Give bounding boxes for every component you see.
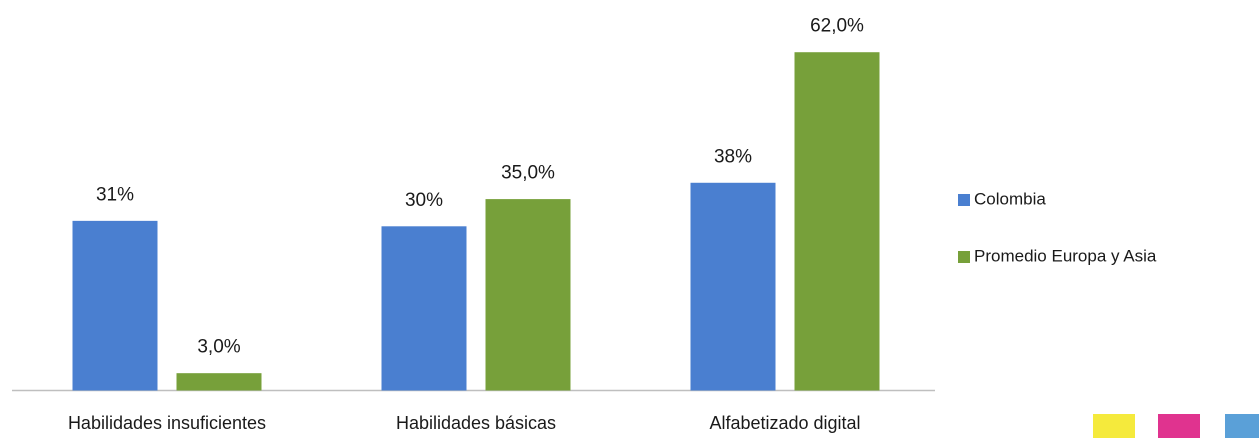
legend-swatch <box>958 251 970 263</box>
decor-icon <box>1225 414 1259 438</box>
value-label: 38% <box>714 146 752 167</box>
bar <box>176 373 262 391</box>
bar <box>485 199 571 391</box>
value-label: 35,0% <box>501 163 555 184</box>
x-tick-label: Alfabetizado digital <box>709 413 860 433</box>
bar <box>690 182 776 391</box>
legend-swatch <box>958 194 970 206</box>
legend-label: Colombia <box>974 189 1046 208</box>
value-label: 3,0% <box>197 337 240 358</box>
value-label: 31% <box>96 184 134 205</box>
decor-icon <box>1158 414 1200 438</box>
bar <box>794 52 880 391</box>
bar <box>381 226 467 391</box>
x-tick-label: Habilidades básicas <box>396 413 556 433</box>
x-tick-label: Habilidades insuficientes <box>68 413 266 433</box>
legend-label: Promedio Europa y Asia <box>974 246 1157 265</box>
decor-icon <box>1093 414 1135 438</box>
value-label: 62,0% <box>810 16 864 37</box>
value-label: 30% <box>405 190 443 211</box>
bar <box>72 220 158 391</box>
